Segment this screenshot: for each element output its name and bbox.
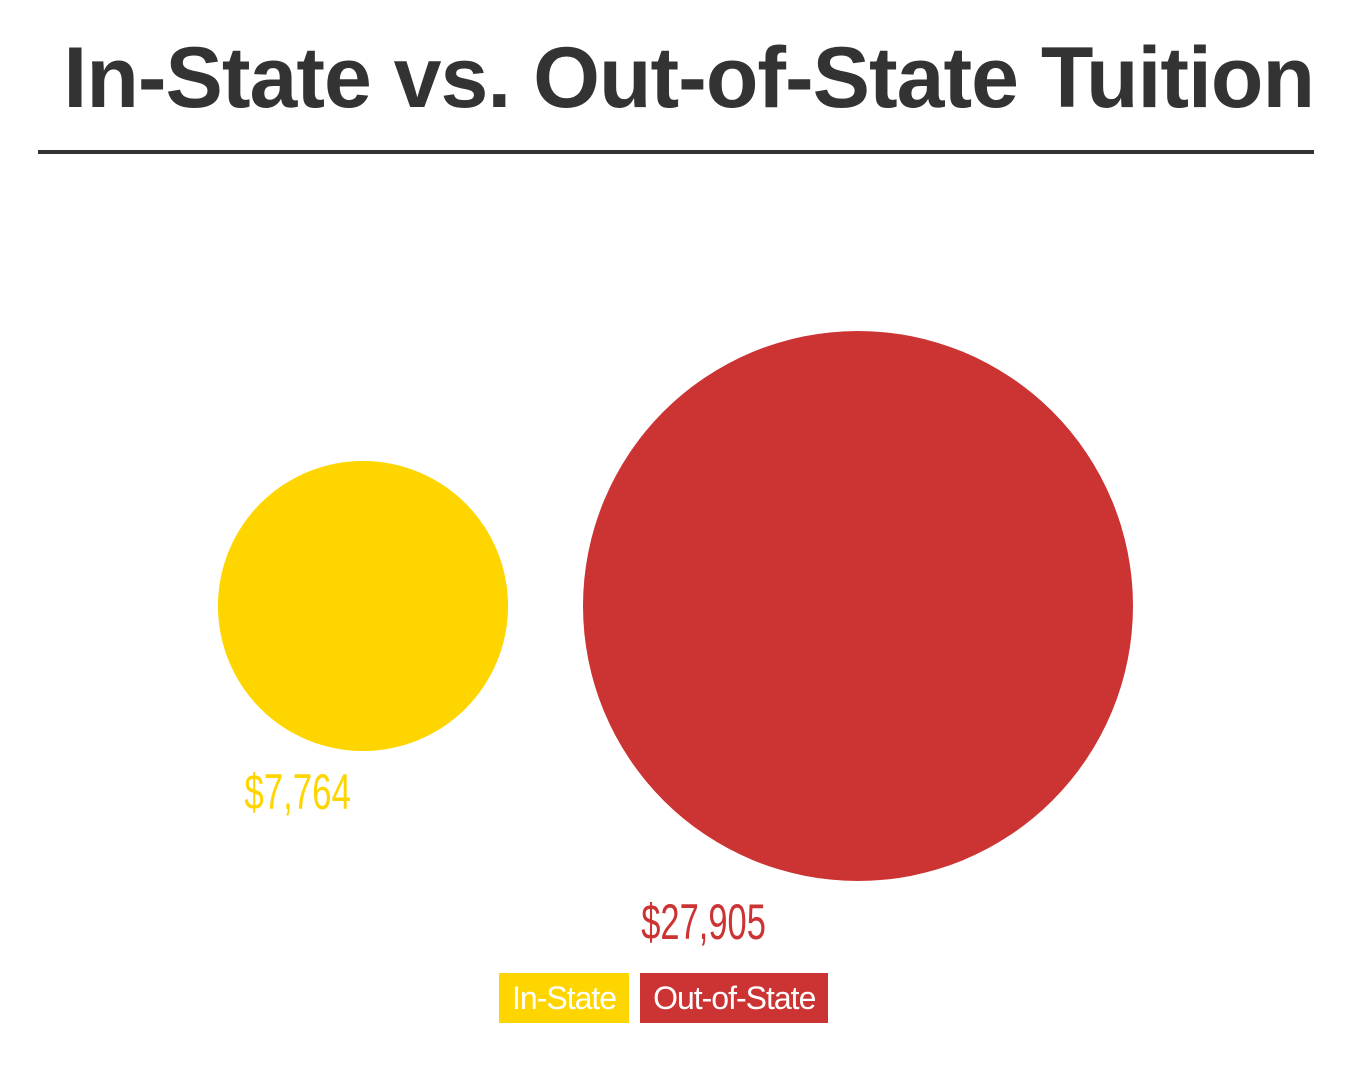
bubble-out-of-state <box>583 331 1133 881</box>
value-label-in-state: $7,764 <box>244 764 351 820</box>
legend-item-in-state: In-State <box>499 973 630 1023</box>
chart-title: In-State vs. Out-of-State Tuition <box>63 30 1315 126</box>
value-label-out-of-state: $27,905 <box>641 894 766 950</box>
legend: In-State Out-of-State <box>499 973 829 1023</box>
bubble-in-state <box>217 460 509 752</box>
title-divider <box>38 150 1314 154</box>
legend-item-out-of-state: Out-of-State <box>640 973 829 1023</box>
